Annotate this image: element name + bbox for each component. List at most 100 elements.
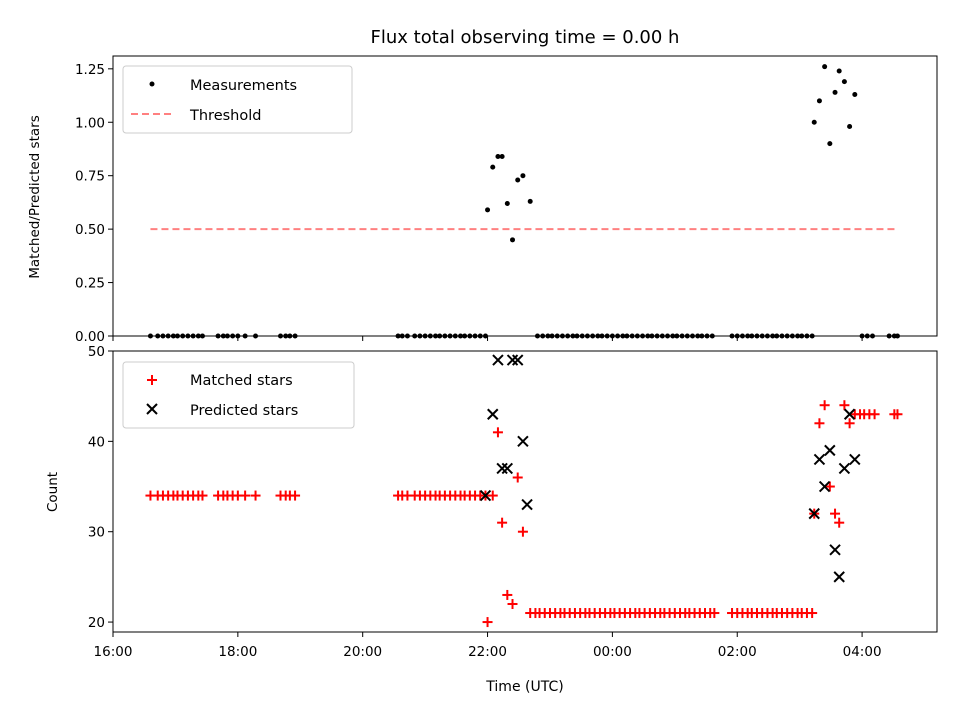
y-tick-label: 20 [88, 615, 105, 631]
legend-predicted-marker [146, 403, 158, 415]
y-tick-label: 0.75 [75, 169, 105, 185]
legend-threshold-label: Threshold [189, 108, 261, 124]
x-tick-label: 20:00 [343, 644, 382, 660]
bottom-plot-frame [112, 350, 938, 633]
predicted-star-point [838, 462, 851, 475]
predicted-star-point [479, 489, 492, 502]
matched-star-point [250, 490, 261, 501]
predicted-star-point [818, 480, 831, 493]
predicted-star-point [517, 435, 529, 448]
measurement-point [510, 237, 516, 243]
predicted-star-point [843, 408, 856, 420]
matched-star-point [512, 472, 523, 483]
matched-star-point [507, 598, 518, 609]
matched-star-point [839, 400, 850, 411]
top-plot-frame [112, 55, 938, 337]
measurement-point [847, 124, 853, 130]
y-tick-label: 40 [88, 434, 105, 450]
matched-star-point [482, 617, 493, 628]
bottom-legend: Matched stars Predicted stars [122, 361, 355, 429]
measurement-point [504, 200, 510, 206]
y-tick-label: 0.25 [75, 276, 105, 292]
measurement-point [499, 153, 505, 159]
legend-measurements-marker [149, 81, 155, 87]
top-y-axis-label: Matched/Predicted stars [27, 115, 43, 278]
predicted-star-point [808, 507, 820, 520]
matched-star-point [869, 409, 880, 420]
predicted-star-point [506, 354, 519, 366]
x-axis-label: Time (UTC) [485, 679, 563, 695]
predicted-star-point [496, 462, 508, 475]
bottom-y-axis-label: Count [45, 472, 61, 512]
measurement-point [852, 91, 858, 97]
y-tick-label: 30 [88, 525, 105, 541]
x-tick-label: 18:00 [218, 644, 257, 660]
x-tick-label: 22:00 [468, 644, 507, 660]
predicted-star-point [849, 453, 861, 466]
matched-star-point [197, 490, 208, 501]
measurement-point [520, 173, 526, 179]
matched-star-point [497, 517, 508, 528]
measurement-point [485, 207, 491, 213]
y-tick-label: 0.50 [75, 222, 105, 238]
bottom-panel: Count Time (UTC) 20 30 40 50 16:00 18:00 20:0… [45, 344, 938, 695]
matched-star-point [709, 608, 720, 619]
matched-star-point [830, 508, 841, 519]
x-tick-label: 02:00 [718, 644, 757, 660]
matched-star-point [824, 481, 835, 492]
bottom-x-ticks: 16:00 18:00 20:00 22:00 00:00 02:00 04:00 [94, 632, 882, 660]
measurement-point [832, 89, 838, 95]
y-tick-label: 1.00 [75, 115, 105, 131]
matched-star-point [844, 418, 855, 429]
matched-star-point [240, 490, 251, 501]
matched-star-point [814, 418, 825, 429]
measurement-point [822, 64, 828, 70]
matched-star-point [487, 490, 498, 501]
matched-star-point [290, 490, 301, 501]
measurement-point [836, 68, 842, 74]
predicted-star-point [829, 544, 841, 556]
legend-matched-label: Matched stars [190, 373, 293, 389]
predicted-star-point [501, 462, 514, 475]
matched-star-point [517, 526, 528, 537]
top-x-ticks [112, 336, 863, 341]
x-tick-label: 04:00 [843, 644, 882, 660]
matched-star-point [892, 409, 903, 420]
measurement-point [495, 153, 501, 159]
measurement-point [816, 98, 822, 104]
top-legend: Measurements Threshold [122, 65, 353, 134]
predicted-star-point [833, 571, 845, 583]
legend-predicted-label: Predicted stars [190, 403, 298, 419]
bottom-legend-box [122, 361, 355, 429]
top-y-ticks: 0.00 0.25 0.50 0.75 1.00 1.25 [75, 62, 113, 345]
matched-star-point [819, 400, 830, 411]
x-tick-label: 00:00 [593, 644, 632, 660]
predicted-star-point [521, 498, 533, 511]
y-tick-label: 50 [88, 344, 105, 360]
predicted-star-point [512, 354, 524, 366]
legend-matched-marker [147, 375, 157, 385]
y-tick-label: 1.25 [75, 62, 105, 78]
predicted-star-point [813, 453, 826, 466]
matched-star-point [834, 517, 845, 528]
top-panel: Flux total observing time = 0.00 h Match… [27, 27, 938, 345]
matched-star-point [492, 427, 503, 438]
predicted-star-point [487, 408, 499, 420]
matched-star-point [502, 589, 513, 600]
matched-star-point [807, 608, 818, 619]
measurement-point [515, 177, 521, 183]
measurement-point [490, 164, 496, 170]
legend-measurements-label: Measurements [190, 78, 297, 94]
measurement-point [841, 79, 847, 85]
y-tick-label: 0.00 [75, 329, 105, 345]
measurement-point [811, 119, 817, 125]
top-legend-box [122, 65, 353, 134]
predicted-star-point [824, 444, 836, 457]
predicted-star-point [492, 354, 504, 366]
bottom-plot-marks [145, 354, 903, 628]
measurement-point [527, 198, 533, 204]
bottom-y-ticks: 20 30 40 50 [88, 344, 113, 631]
top-chart-title: Flux total observing time = 0.00 h [371, 27, 680, 48]
measurement-point [827, 141, 833, 147]
